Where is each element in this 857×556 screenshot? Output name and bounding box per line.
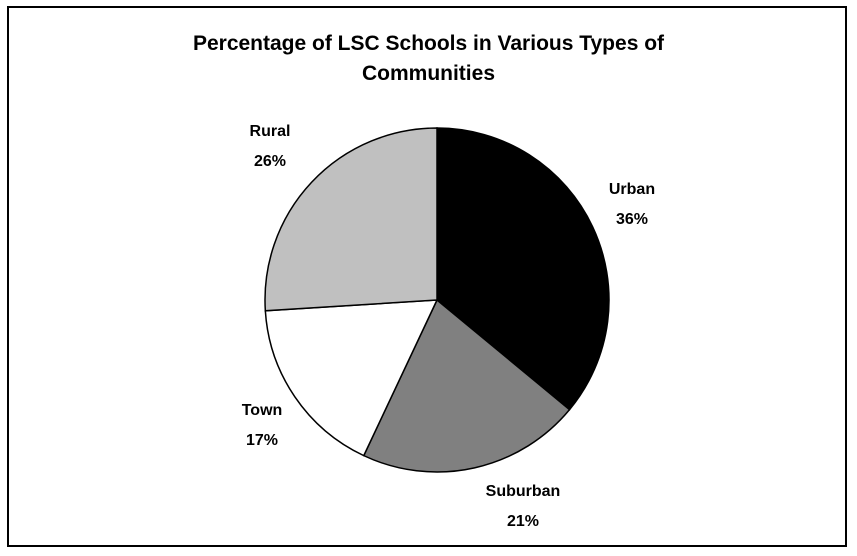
chart-title-line-1: Percentage of LSC Schools in Various Typ…: [192, 32, 665, 55]
label-suburban-name: Suburban: [486, 483, 561, 500]
pie-slice-suburban: [362, 298, 571, 473]
label-town-value: 17%: [246, 432, 278, 449]
chart-title: Percentage of LSC Schools in Various Typ…: [0, 29, 857, 89]
pie-slices: [264, 127, 610, 473]
label-rural-value: 26%: [254, 153, 286, 170]
label-rural-name: Rural: [250, 123, 291, 140]
label-town-name: Town: [242, 402, 283, 419]
label-urban-name: Urban: [609, 181, 655, 198]
pie-slice-rural: [264, 127, 438, 312]
label-suburban-value: 21%: [507, 513, 539, 530]
chart-title-line-2: Communities: [361, 62, 495, 85]
pie-slice-town: [264, 299, 439, 457]
label-urban-value: 36%: [616, 211, 648, 228]
pie-slice-urban: [436, 127, 610, 411]
